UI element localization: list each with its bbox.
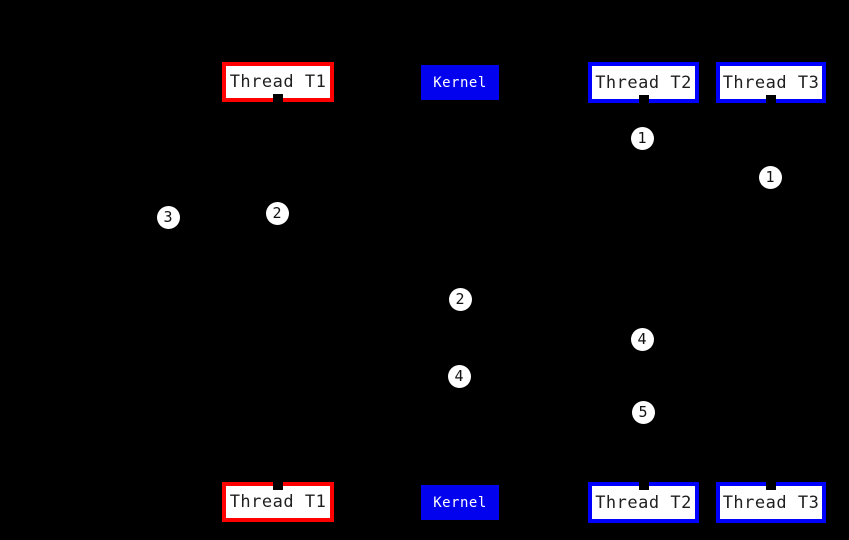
lifeline-stub bbox=[766, 481, 776, 490]
lifeline-stub bbox=[273, 94, 283, 103]
lifeline-stub bbox=[638, 95, 649, 104]
step-marker: 5 bbox=[631, 400, 655, 424]
lifeline-stub bbox=[766, 95, 776, 104]
thread-t2-box-top: Thread T2 bbox=[588, 62, 699, 104]
kernel-box-bottom: Kernel bbox=[421, 485, 499, 520]
thread-t2-box-bottom: Thread T2 bbox=[588, 481, 699, 523]
kernel-label: Kernel bbox=[433, 74, 487, 91]
step-marker: 2 bbox=[448, 287, 472, 311]
step-marker: 4 bbox=[447, 364, 471, 388]
step-marker: 1 bbox=[630, 126, 654, 150]
step-marker: 2 bbox=[265, 201, 289, 225]
thread-t1-label: Thread T1 bbox=[229, 492, 327, 512]
step-marker: 1 bbox=[758, 165, 782, 189]
thread-t1-box-bottom: Thread T1 bbox=[222, 481, 334, 522]
thread-t3-label: Thread T3 bbox=[722, 72, 820, 93]
thread-t3-box-top: Thread T3 bbox=[716, 62, 826, 104]
thread-t1-label: Thread T1 bbox=[229, 72, 327, 92]
thread-t3-label: Thread T3 bbox=[722, 492, 820, 513]
lifeline-stub bbox=[273, 481, 283, 490]
thread-t3-box-bottom: Thread T3 bbox=[716, 481, 826, 523]
thread-t2-label: Thread T2 bbox=[595, 72, 692, 93]
step-marker: 4 bbox=[630, 327, 654, 351]
kernel-box-top: Kernel bbox=[421, 65, 499, 100]
thread-t1-box-top: Thread T1 bbox=[222, 62, 334, 103]
step-marker: 3 bbox=[156, 205, 180, 229]
lifeline-stub bbox=[638, 481, 649, 490]
kernel-label: Kernel bbox=[433, 494, 487, 511]
thread-t2-label: Thread T2 bbox=[595, 492, 692, 513]
